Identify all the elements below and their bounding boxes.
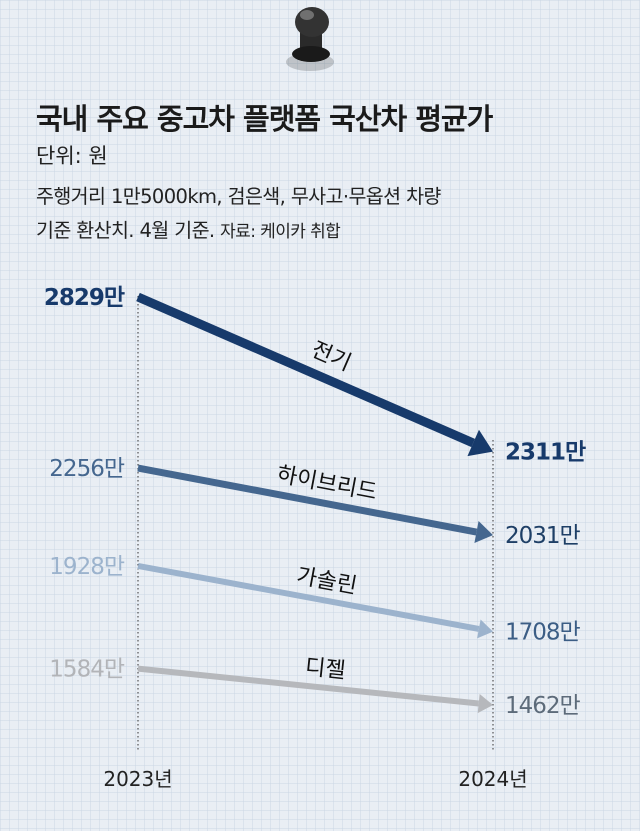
series-arrowhead (477, 693, 493, 714)
end-value-label: 2031만 (505, 523, 581, 549)
series-arrowhead (474, 521, 493, 544)
series-3: 디젤 1584만 1462만 (49, 655, 581, 719)
pushpin-icon (286, 7, 334, 71)
start-value-label: 1928만 (49, 554, 125, 580)
start-value-label: 1584만 (49, 657, 125, 683)
note-line-2: 기준 환산치. 4월 기준. (36, 219, 215, 242)
unit-label: 단위: 원 (36, 144, 108, 168)
series-name-label: 디젤 (304, 655, 347, 684)
end-value-label: 1708만 (505, 620, 581, 646)
series-arrowhead (467, 429, 493, 457)
note-line-1: 주행거리 1만5000km, 검은색, 무사고·무옵션 차량 (36, 185, 441, 208)
start-value-label: 2829만 (44, 285, 125, 311)
x-tick-label: 2023년 (103, 767, 172, 791)
chart-note: 주행거리 1만5000km, 검은색, 무사고·무옵션 차량 기준 환산치. 4… (36, 180, 616, 249)
start-value-label: 2256만 (49, 456, 125, 482)
series-line (136, 292, 475, 448)
source-label: 자료: 케이카 취합 (220, 222, 341, 242)
series-line (137, 562, 480, 632)
series-line (137, 464, 478, 536)
end-value-label: 1462만 (505, 693, 581, 719)
chart-title: 국내 주요 중고차 플랫폼 국산차 평균가 (36, 102, 493, 136)
series-arrowhead (477, 619, 493, 639)
series-line (137, 665, 479, 707)
end-value-label: 2311만 (505, 440, 586, 466)
x-tick-label: 2024년 (458, 767, 527, 791)
